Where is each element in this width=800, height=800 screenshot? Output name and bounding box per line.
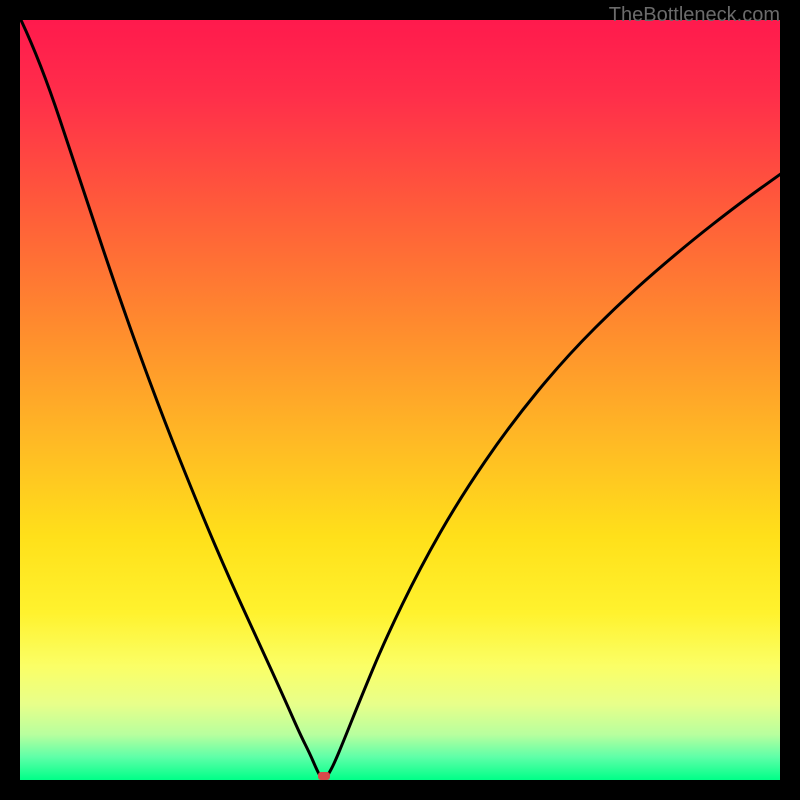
chart-container: TheBottleneck.com bbox=[0, 0, 800, 800]
watermark-text: TheBottleneck.com bbox=[609, 4, 780, 27]
minimum-marker bbox=[318, 772, 330, 780]
plot-area bbox=[20, 20, 780, 780]
curve-left-branch bbox=[20, 20, 322, 778]
curve-right-branch bbox=[326, 173, 780, 778]
curve-layer bbox=[20, 20, 780, 780]
